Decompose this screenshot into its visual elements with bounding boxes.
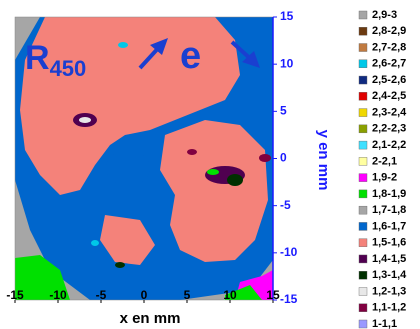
legend-swatch xyxy=(358,173,368,182)
y-tick-label: 15 xyxy=(280,9,294,23)
legend-label: 2,9-3 xyxy=(372,9,397,21)
annotation-r: R450 xyxy=(25,39,86,81)
legend-label: 2,8-2,9 xyxy=(372,25,406,37)
legend-swatch xyxy=(358,59,368,68)
legend-label: 1,9-2 xyxy=(372,172,397,184)
x-tick-label: 0 xyxy=(141,288,148,302)
y-tick-label: 5 xyxy=(280,104,287,118)
arrow-head xyxy=(242,51,260,68)
legend-label: 1-1,1 xyxy=(372,318,397,329)
legend-label: 2,7-2,8 xyxy=(372,41,406,53)
y-axis-label: y en mm xyxy=(315,130,332,191)
y-tick-label: 0 xyxy=(280,151,287,165)
annotation-subscript: 450 xyxy=(50,56,87,81)
y-tick-label: -5 xyxy=(280,198,291,212)
legend-swatch xyxy=(358,189,368,199)
legend-label: 2,2-2,3 xyxy=(372,123,406,135)
arrow-head xyxy=(150,38,168,55)
y-tick-label: -15 xyxy=(280,292,298,306)
legend-label: 1,7-1,8 xyxy=(372,204,406,216)
legend-label: 2-2,1 xyxy=(372,155,397,167)
legend-label: 2,5-2,6 xyxy=(372,74,406,86)
legend-swatch xyxy=(358,205,368,215)
x-tick-label: 10 xyxy=(223,288,237,302)
x-tick-label: 5 xyxy=(184,288,191,302)
x-axis-label: x en mm xyxy=(120,310,181,327)
legend-swatch xyxy=(358,303,368,312)
legend-swatch xyxy=(358,27,368,36)
legend-label: 1,3-1,4 xyxy=(372,269,407,281)
annotation-text: R xyxy=(25,39,50,77)
x-tick-label: 15 xyxy=(266,288,280,302)
legend-swatch xyxy=(358,319,368,329)
x-tick-label: -5 xyxy=(96,288,107,302)
legend-label: 1,8-1,9 xyxy=(372,188,406,200)
x-tick-label: -10 xyxy=(49,288,67,302)
legend-swatch xyxy=(358,271,368,280)
legend-label: 1,4-1,5 xyxy=(372,253,406,265)
legend-swatch xyxy=(358,222,368,231)
legend-swatch xyxy=(358,10,368,20)
y-tick-label: 10 xyxy=(280,56,294,70)
legend-swatch xyxy=(358,92,368,101)
legend-label: 1,2-1,3 xyxy=(372,285,406,297)
legend-label: 2,3-2,4 xyxy=(372,106,407,118)
legend-swatch xyxy=(358,108,368,117)
legend-swatch xyxy=(358,140,368,150)
legend-label: 2,4-2,5 xyxy=(372,90,406,102)
legend-swatch xyxy=(358,157,368,166)
legend-swatch xyxy=(358,75,368,85)
legend-swatch xyxy=(358,43,368,52)
legend-label: 1,1-1,2 xyxy=(372,302,406,314)
legend-label: 2,6-2,7 xyxy=(372,58,406,70)
legend-swatch xyxy=(358,254,368,264)
annotation-e: e xyxy=(180,35,201,77)
legend-swatch xyxy=(358,287,368,296)
legend-label: 2,1-2,2 xyxy=(372,139,406,151)
x-tick-label: -15 xyxy=(6,288,24,302)
legend-label: 1,5-1,6 xyxy=(372,237,406,249)
legend-label: 1,6-1,7 xyxy=(372,220,406,232)
legend-swatch xyxy=(358,124,368,134)
legend-swatch xyxy=(358,238,368,247)
y-tick-label: -10 xyxy=(280,245,298,259)
